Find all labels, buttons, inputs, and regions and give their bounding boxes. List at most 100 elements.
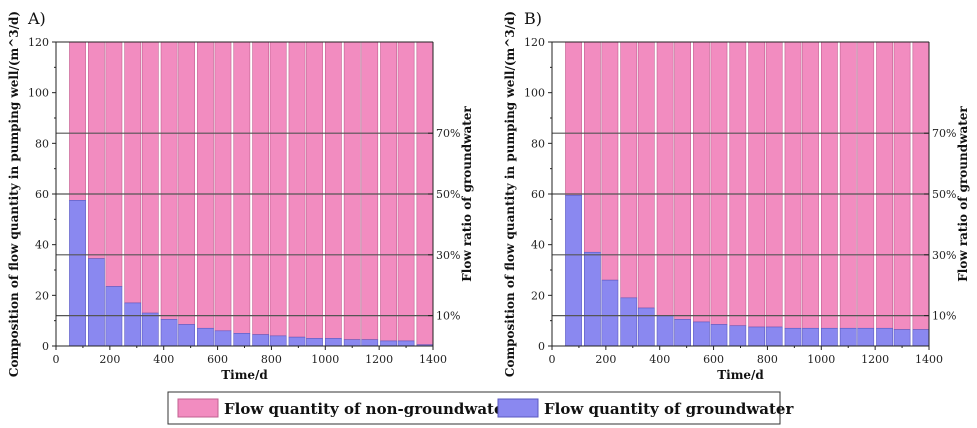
bar-groundwater <box>876 327 893 347</box>
bar-non-groundwater <box>656 41 674 316</box>
bar-groundwater <box>637 307 655 347</box>
bar-groundwater <box>306 338 323 347</box>
bar-non-groundwater <box>820 41 838 329</box>
bar-groundwater <box>288 336 306 347</box>
bar-non-groundwater <box>361 41 379 340</box>
ratio-label: 70% <box>932 127 956 140</box>
bar-non-groundwater <box>765 41 783 328</box>
bar-non-groundwater <box>893 41 911 330</box>
ratio-label: 50% <box>932 188 956 201</box>
bar-groundwater <box>693 321 710 347</box>
bar-non-groundwater <box>160 41 178 320</box>
bar-groundwater <box>124 302 142 347</box>
bar-groundwater <box>601 279 619 347</box>
y-axis-title: Composition of flow quantity in pumping … <box>7 11 21 377</box>
bar-non-groundwater <box>397 41 415 342</box>
legend-label-groundwater: Flow quantity of groundwater <box>544 400 794 418</box>
bar-groundwater <box>233 333 251 347</box>
x-axis-title: Time/d <box>717 368 764 382</box>
bar-non-groundwater <box>197 41 214 329</box>
ratio-label: 10% <box>932 310 956 323</box>
ratio-label: 30% <box>436 249 460 262</box>
bar-groundwater <box>197 327 214 347</box>
bar-non-groundwater <box>269 41 287 337</box>
bar-groundwater <box>141 312 159 347</box>
bar-non-groundwater <box>233 41 251 334</box>
y-tick-label: 0 <box>538 340 545 353</box>
y-tick-label: 0 <box>42 340 49 353</box>
bar-non-groundwater <box>105 41 123 287</box>
y-tick-label: 120 <box>28 36 49 49</box>
bar-groundwater <box>748 326 766 347</box>
x-tick-label: 1400 <box>419 353 447 366</box>
bar-non-groundwater <box>857 41 875 329</box>
bar-groundwater <box>912 329 930 347</box>
x-tick-label: 200 <box>99 353 120 366</box>
y-tick-label: 100 <box>28 87 49 100</box>
x-tick-label: 600 <box>207 353 228 366</box>
bar-non-groundwater <box>729 41 747 327</box>
bar-groundwater <box>69 200 86 347</box>
y-tick-label: 80 <box>531 137 545 150</box>
ratio-label: 10% <box>436 310 460 323</box>
x-tick-label: 400 <box>649 353 670 366</box>
bar-non-groundwater <box>674 41 691 320</box>
x-tick-label: 600 <box>703 353 724 366</box>
bar-groundwater <box>893 329 911 347</box>
bar-non-groundwater <box>839 41 857 329</box>
y-tick-label: 40 <box>35 239 49 252</box>
bar-non-groundwater <box>584 41 601 253</box>
bar-non-groundwater <box>912 41 930 330</box>
ratio-label: 30% <box>932 249 956 262</box>
legend-box <box>167 391 781 425</box>
y-tick-label: 60 <box>531 188 545 201</box>
y2-axis-title: Flow ratio of groundwater <box>460 106 474 282</box>
ratio-label: 50% <box>436 188 460 201</box>
panel-label-b: B) <box>524 9 542 28</box>
bar-groundwater <box>857 327 875 347</box>
bar-groundwater <box>765 326 783 347</box>
legend-swatch-non-groundwater <box>177 398 219 418</box>
bar-non-groundwater <box>343 41 361 340</box>
bar-non-groundwater <box>288 41 306 338</box>
y-tick-label: 20 <box>531 289 545 302</box>
x-axis-title: Time/d <box>221 368 268 382</box>
bar-non-groundwater <box>252 41 270 335</box>
bar-groundwater <box>324 338 342 347</box>
bar-non-groundwater <box>69 41 86 201</box>
x-tick-label: 800 <box>261 353 282 366</box>
bar-groundwater <box>252 334 270 347</box>
bar-non-groundwater <box>88 41 105 259</box>
bar-groundwater <box>269 335 287 347</box>
x-tick-label: 800 <box>757 353 778 366</box>
bar-non-groundwater <box>306 41 323 339</box>
x-tick-label: 1000 <box>807 353 835 366</box>
bar-non-groundwater <box>637 41 655 309</box>
y-axis-title: Composition of flow quantity in pumping … <box>503 11 517 377</box>
bar-groundwater <box>620 297 638 347</box>
bar-groundwater <box>178 324 195 347</box>
bar-groundwater <box>656 315 674 347</box>
ratio-label: 70% <box>436 127 460 140</box>
panel-label-a: A) <box>27 9 46 28</box>
bar-groundwater <box>105 286 123 347</box>
bar-groundwater <box>380 340 397 347</box>
x-tick-label: 400 <box>153 353 174 366</box>
bar-non-groundwater <box>214 41 232 332</box>
bar-non-groundwater <box>601 41 619 281</box>
x-tick-label: 1200 <box>365 353 393 366</box>
y2-axis-title: Flow ratio of groundwater <box>956 106 970 282</box>
y-tick-label: 100 <box>524 87 545 100</box>
y-tick-label: 40 <box>531 239 545 252</box>
bar-non-groundwater <box>124 41 142 304</box>
bar-groundwater <box>839 327 857 347</box>
bar-non-groundwater <box>620 41 638 299</box>
bar-groundwater <box>214 330 232 347</box>
bar-groundwater <box>729 325 747 347</box>
legend: Flow quantity of non-groundwater Flow qu… <box>167 391 794 425</box>
x-tick-label: 1200 <box>861 353 889 366</box>
bar-non-groundwater <box>324 41 342 339</box>
y-tick-label: 80 <box>35 137 49 150</box>
